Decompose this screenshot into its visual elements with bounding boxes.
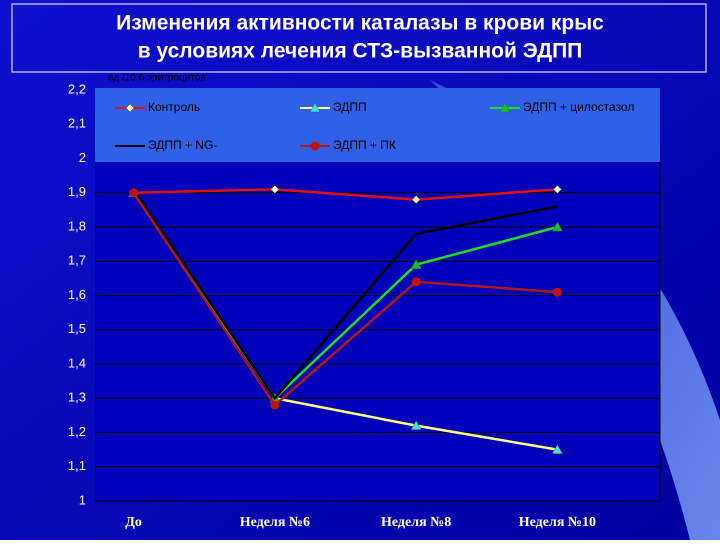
- y-tick-label: 1,9: [68, 184, 86, 199]
- marker: [410, 259, 422, 269]
- title-box: [11, 3, 707, 73]
- series-line: [132, 192, 558, 407]
- y-tick-label: 1,3: [68, 390, 86, 405]
- plot-area: [95, 162, 660, 501]
- marker: [125, 103, 135, 113]
- marker: [499, 102, 511, 113]
- y-tick-label: 1,4: [68, 355, 86, 370]
- y-tick-label: 1,2: [68, 424, 86, 439]
- y-tick-label: 1,6: [68, 287, 86, 302]
- x-tick-label: Неделя №8: [381, 515, 451, 530]
- y-tick-label: 1,5: [68, 321, 86, 336]
- legend-box: [95, 88, 660, 162]
- y-axis-label: ед /10 6 эритроцитов: [108, 73, 206, 84]
- marker: [411, 277, 421, 287]
- x-tick-label: Неделя №10: [519, 515, 596, 530]
- y-tick-label: 2,2: [68, 81, 86, 96]
- y-tick-label: 1,7: [68, 253, 86, 268]
- marker: [411, 195, 421, 204]
- y-tick-label: 2: [79, 150, 86, 165]
- legend-label: Контроль: [148, 100, 200, 114]
- marker: [309, 102, 321, 113]
- x-tick-label: Неделя №6: [240, 515, 310, 530]
- marker: [552, 287, 562, 297]
- marker: [410, 420, 422, 430]
- series-line: [132, 188, 558, 401]
- marker: [310, 141, 320, 151]
- marker: [270, 400, 280, 410]
- legend-label: ЭДПП + ПК: [333, 138, 396, 152]
- chart-title: Изменения активности каталазы в крови кр…: [116, 12, 604, 35]
- y-tick-label: 1: [79, 492, 86, 507]
- series-line: [133, 188, 558, 201]
- y-tick-label: 1,1: [68, 458, 86, 473]
- marker: [270, 184, 280, 194]
- legend-label: ЭДПП: [333, 100, 367, 114]
- y-tick-label: 2,1: [68, 116, 86, 131]
- swoosh: [430, 80, 720, 540]
- chart-title: в условиях лечения СТЗ-вызванной ЭДПП: [138, 40, 583, 63]
- marker: [553, 184, 562, 194]
- legend-label: ЭДПП + NG-: [148, 138, 217, 152]
- y-tick-label: 1,8: [68, 218, 86, 233]
- x-tick-label: До: [125, 515, 142, 530]
- legend-label: ЭДПП + цилостазол: [523, 100, 634, 114]
- marker: [551, 221, 563, 232]
- marker: [551, 444, 563, 454]
- marker: [129, 188, 139, 198]
